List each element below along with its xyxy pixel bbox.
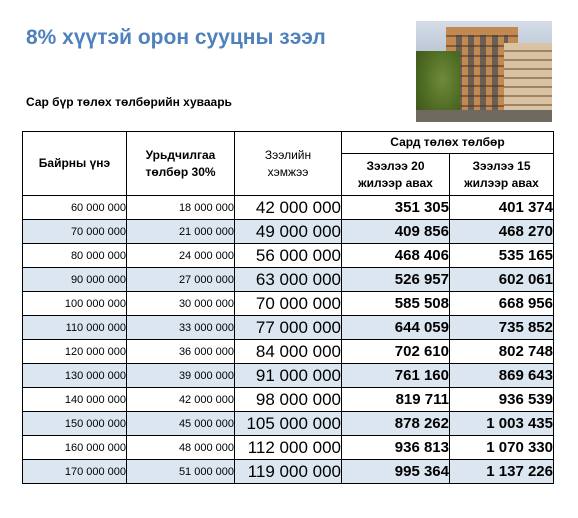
cell-loan-amount: 91 000 000 bbox=[234, 363, 342, 388]
cell-price: 100 000 000 bbox=[22, 291, 127, 316]
header-term-15: Зээлээ 15 жилээр авах bbox=[449, 153, 554, 196]
header-term-20: Зээлээ 20 жилээр авах bbox=[341, 153, 450, 196]
cell-down-payment: 21 000 000 bbox=[126, 219, 235, 244]
cell-down-payment: 24 000 000 bbox=[126, 243, 235, 268]
cell-payment-15y: 936 539 bbox=[449, 387, 554, 412]
table-row: 80 000 000 24 000 000 56 000 000 468 406 535… bbox=[22, 243, 554, 268]
header-monthly-payment: Сард төлөх төлбөр bbox=[341, 131, 554, 154]
cell-payment-15y: 602 061 bbox=[449, 267, 554, 292]
cell-down-payment: 39 000 000 bbox=[126, 363, 235, 388]
header-down-payment: Урьдчилгаа төлбөр 30% bbox=[126, 131, 235, 196]
cell-loan-amount: 70 000 000 bbox=[234, 291, 342, 316]
cell-down-payment: 48 000 000 bbox=[126, 435, 235, 460]
cell-loan-amount: 119 000 000 bbox=[234, 459, 342, 484]
cell-payment-20y: 995 364 bbox=[341, 459, 450, 484]
cell-payment-15y: 735 852 bbox=[449, 315, 554, 340]
cell-payment-15y: 802 748 bbox=[449, 339, 554, 364]
cell-price: 160 000 000 bbox=[22, 435, 127, 460]
cell-payment-15y: 468 270 bbox=[449, 219, 554, 244]
cell-down-payment: 42 000 000 bbox=[126, 387, 235, 412]
cell-price: 170 000 000 bbox=[22, 459, 127, 484]
cell-payment-20y: 585 508 bbox=[341, 291, 450, 316]
cell-price: 70 000 000 bbox=[22, 219, 127, 244]
cell-loan-amount: 84 000 000 bbox=[234, 339, 342, 364]
cell-price: 90 000 000 bbox=[22, 267, 127, 292]
cell-payment-20y: 351 305 bbox=[341, 195, 450, 220]
building-windows bbox=[456, 35, 508, 115]
cell-price: 140 000 000 bbox=[22, 387, 127, 412]
cell-payment-20y: 644 059 bbox=[341, 315, 450, 340]
table-body: 60 000 000 18 000 000 42 000 000 351 305 401… bbox=[22, 195, 554, 484]
apartment-building-photo bbox=[416, 21, 552, 122]
cell-payment-15y: 535 165 bbox=[449, 243, 554, 268]
table-row: 110 000 000 33 000 000 77 000 000 644 059 73… bbox=[22, 315, 554, 340]
cell-down-payment: 51 000 000 bbox=[126, 459, 235, 484]
table-row: 70 000 000 21 000 000 49 000 000 409 856 468… bbox=[22, 219, 554, 244]
cell-payment-15y: 401 374 bbox=[449, 195, 554, 220]
cell-payment-15y: 1 070 330 bbox=[449, 435, 554, 460]
table-row: 90 000 000 27 000 000 63 000 000 526 957 602… bbox=[22, 267, 554, 292]
cell-payment-15y: 869 643 bbox=[449, 363, 554, 388]
cell-payment-20y: 702 610 bbox=[341, 339, 450, 364]
table-row: 170 000 000 51 000 000 119 000 000 995 364 1… bbox=[22, 459, 554, 484]
cell-loan-amount: 42 000 000 bbox=[234, 195, 342, 220]
cell-price: 60 000 000 bbox=[22, 195, 127, 220]
page-title: 8% хүүтэй орон сууцны зээл bbox=[26, 26, 326, 49]
cell-price: 130 000 000 bbox=[22, 363, 127, 388]
cell-payment-15y: 1 003 435 bbox=[449, 411, 554, 436]
building-shape-right bbox=[504, 43, 552, 122]
cell-payment-15y: 1 137 226 bbox=[449, 459, 554, 484]
cell-payment-20y: 761 160 bbox=[341, 363, 450, 388]
table-row: 120 000 000 36 000 000 84 000 000 702 610 80… bbox=[22, 339, 554, 364]
header-loan-amount: Зээлийн хэмжээ bbox=[234, 131, 342, 196]
cell-down-payment: 27 000 000 bbox=[126, 267, 235, 292]
table-row: 130 000 000 39 000 000 91 000 000 761 160 86… bbox=[22, 363, 554, 388]
cell-loan-amount: 112 000 000 bbox=[234, 435, 342, 460]
street-shape bbox=[416, 110, 552, 122]
cell-payment-20y: 936 813 bbox=[341, 435, 450, 460]
cell-loan-amount: 77 000 000 bbox=[234, 315, 342, 340]
table-row: 150 000 000 45 000 000 105 000 000 878 262 1… bbox=[22, 411, 554, 436]
cell-payment-15y: 668 956 bbox=[449, 291, 554, 316]
cell-payment-20y: 526 957 bbox=[341, 267, 450, 292]
table-header: Байрны үнэ Урьдчилгаа төлбөр 30% Зээлийн х… bbox=[22, 131, 554, 196]
cell-price: 80 000 000 bbox=[22, 243, 127, 268]
table-row: 60 000 000 18 000 000 42 000 000 351 305 401… bbox=[22, 195, 554, 220]
cell-payment-20y: 819 711 bbox=[341, 387, 450, 412]
cell-loan-amount: 56 000 000 bbox=[234, 243, 342, 268]
cell-loan-amount: 105 000 000 bbox=[234, 411, 342, 436]
cell-down-payment: 30 000 000 bbox=[126, 291, 235, 316]
cell-price: 110 000 000 bbox=[22, 315, 127, 340]
cell-down-payment: 36 000 000 bbox=[126, 339, 235, 364]
schedule-subtitle: Сар бүр төлөх төлбөрийн хуваарь bbox=[26, 95, 232, 109]
cell-loan-amount: 63 000 000 bbox=[234, 267, 342, 292]
table-row: 160 000 000 48 000 000 112 000 000 936 813 1… bbox=[22, 435, 554, 460]
cell-payment-20y: 409 856 bbox=[341, 219, 450, 244]
cell-down-payment: 45 000 000 bbox=[126, 411, 235, 436]
cell-down-payment: 18 000 000 bbox=[126, 195, 235, 220]
table-row: 100 000 000 30 000 000 70 000 000 585 508 66… bbox=[22, 291, 554, 316]
cell-payment-20y: 878 262 bbox=[341, 411, 450, 436]
cell-down-payment: 33 000 000 bbox=[126, 315, 235, 340]
cell-price: 120 000 000 bbox=[22, 339, 127, 364]
cell-payment-20y: 468 406 bbox=[341, 243, 450, 268]
cell-loan-amount: 49 000 000 bbox=[234, 219, 342, 244]
cell-price: 150 000 000 bbox=[22, 411, 127, 436]
cell-loan-amount: 98 000 000 bbox=[234, 387, 342, 412]
payment-schedule-table: Байрны үнэ Урьдчилгаа төлбөр 30% Зээлийн х… bbox=[22, 131, 554, 484]
header-price: Байрны үнэ bbox=[22, 131, 127, 196]
table-row: 140 000 000 42 000 000 98 000 000 819 711 93… bbox=[22, 387, 554, 412]
